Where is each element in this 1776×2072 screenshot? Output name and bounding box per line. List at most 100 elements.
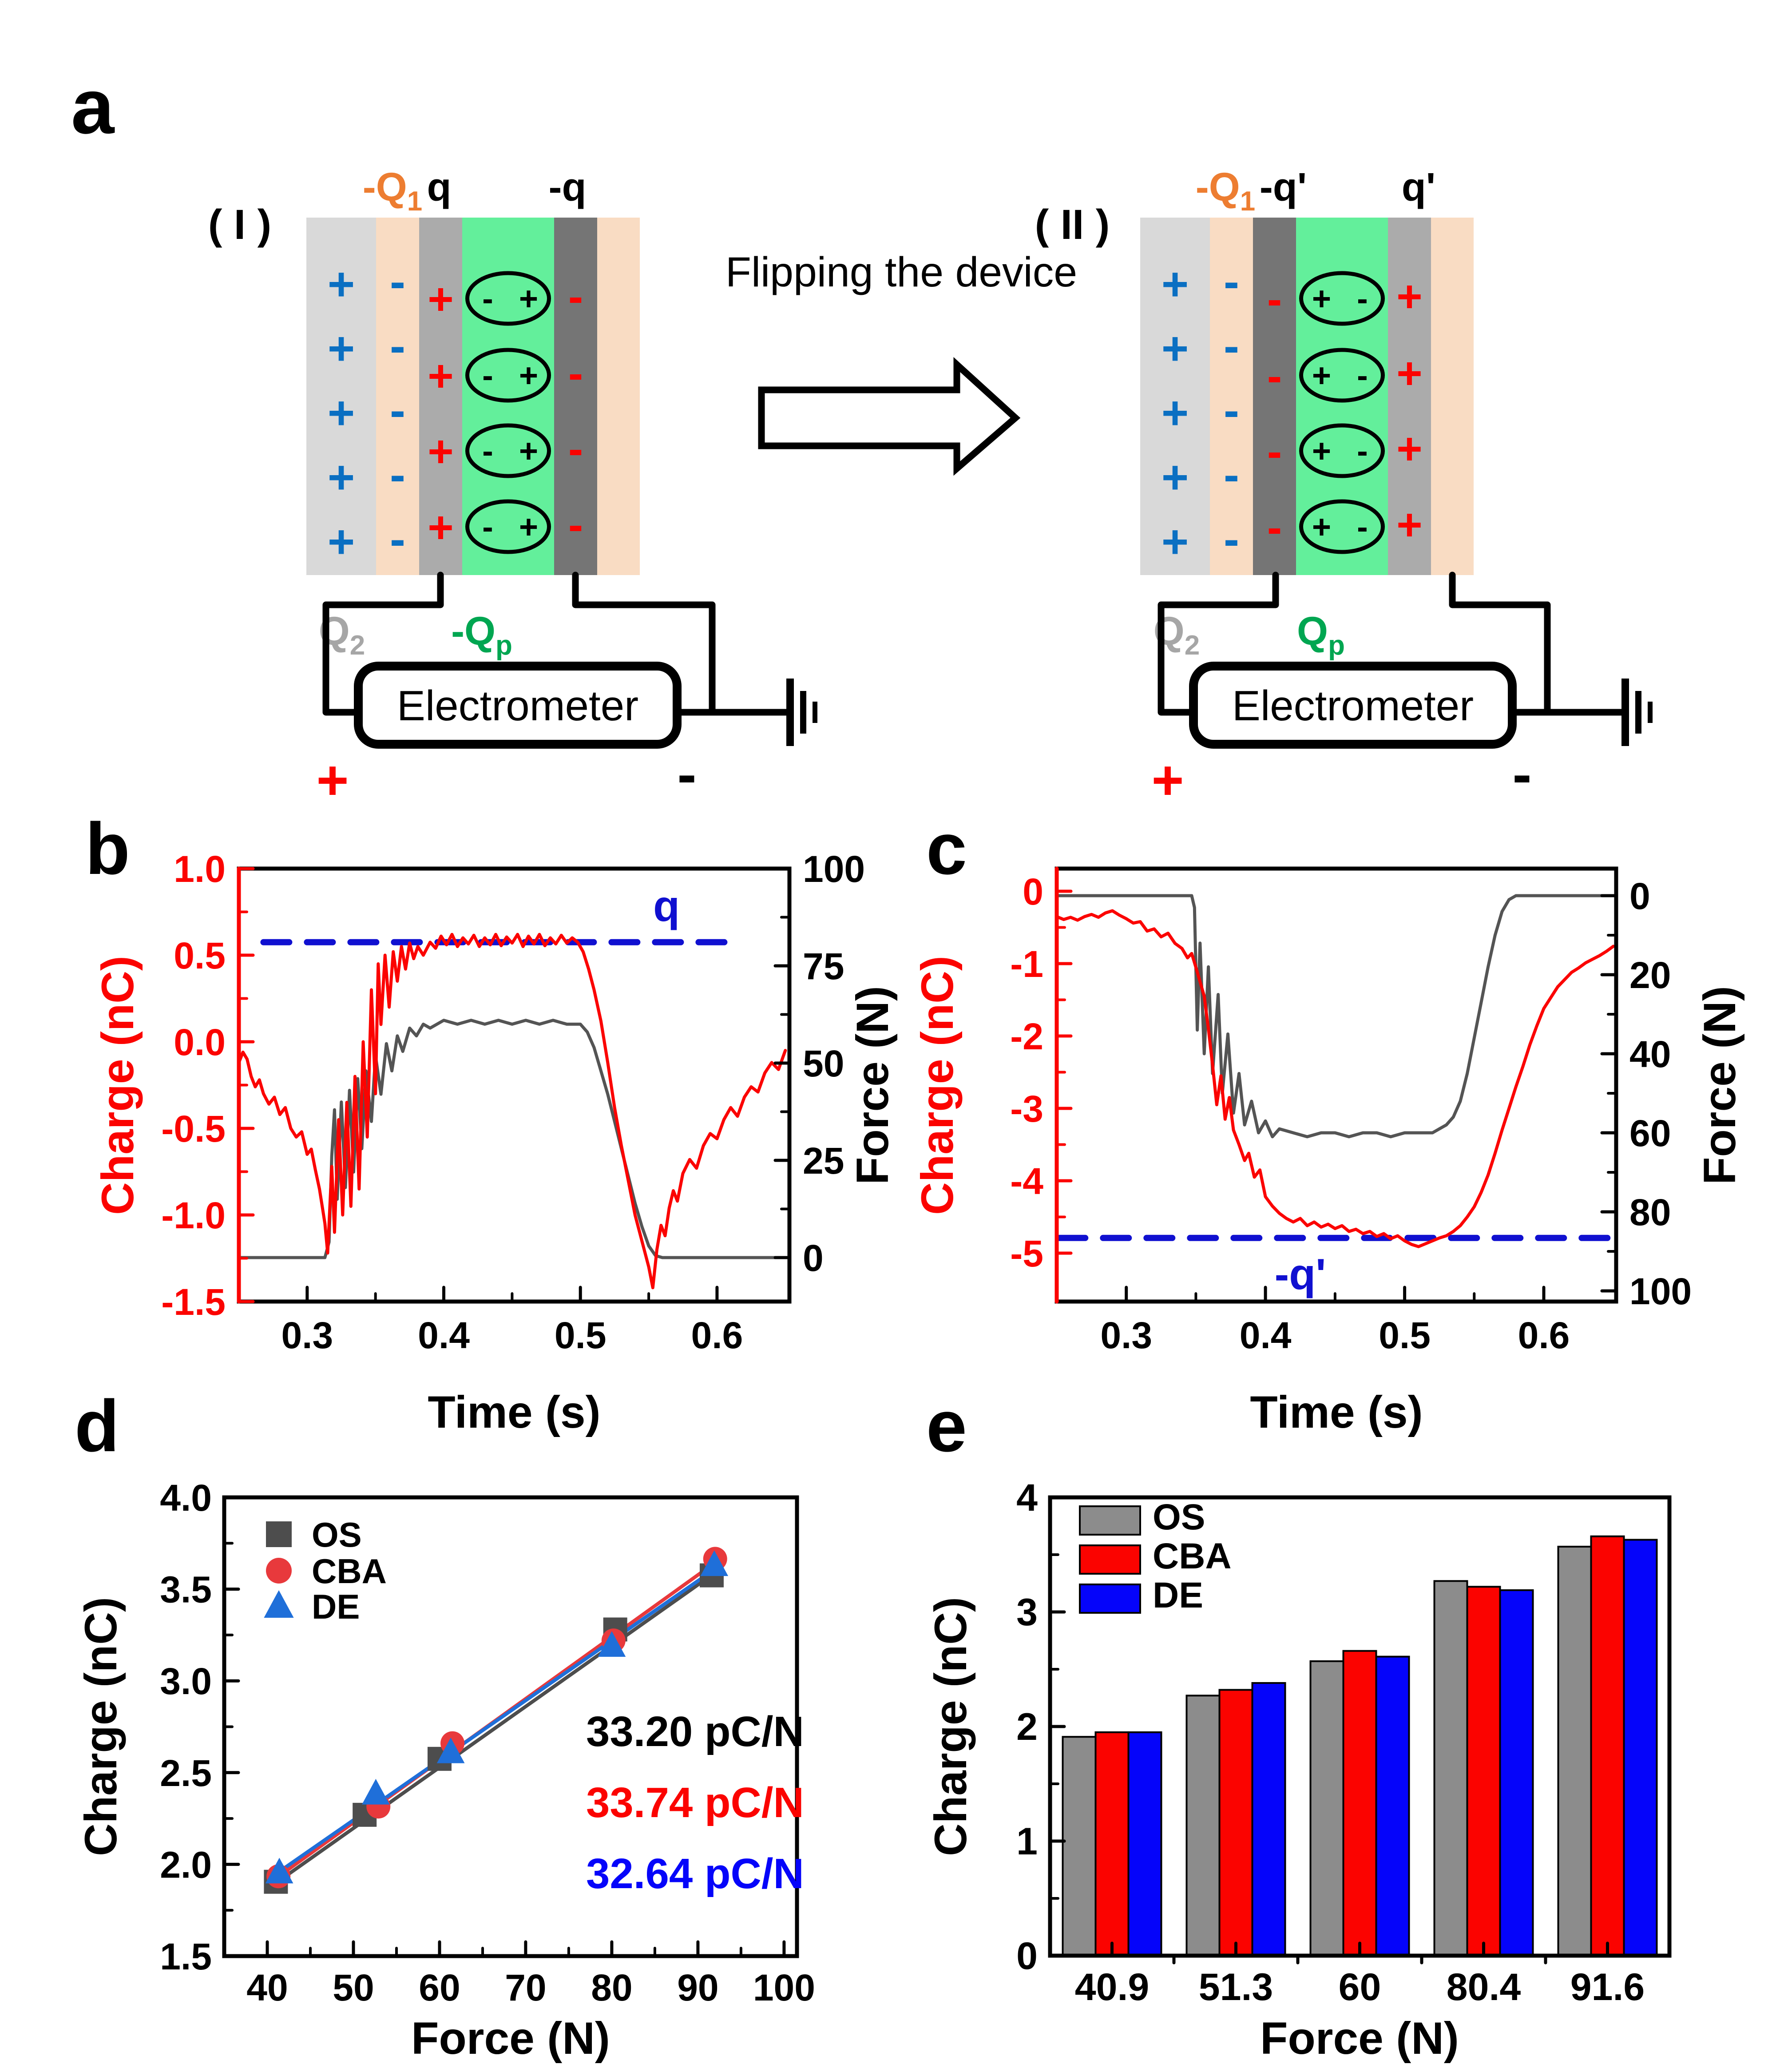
electrode-charge-label: -Qp <box>451 609 512 661</box>
charge-symbol: - <box>568 272 583 322</box>
x-tick-label: 80 <box>591 1967 632 2008</box>
bar-OS-40.9 <box>1062 1736 1097 1957</box>
dipole-charge: - <box>1357 508 1368 545</box>
x-category-label: 60 <box>1339 1966 1381 2008</box>
bar-OS-80.4 <box>1433 1580 1468 1957</box>
fit-line-OS <box>268 1569 720 1889</box>
ground-icon <box>1635 691 1641 734</box>
dipole-charge: + <box>519 280 538 317</box>
x-category-label: 91.6 <box>1570 1966 1645 2008</box>
b-ylabel-charge: Charge (nC) <box>92 956 143 1215</box>
right-tick-label: 100 <box>1629 1270 1692 1312</box>
charge-symbol: - <box>1267 274 1282 324</box>
device-layer-6 <box>1431 218 1474 575</box>
b-plot-area: q 1.0 0.5 0.0 -0.5 -1.0 -1.5 100 75 50 25 0 0.3 0.4 0.… <box>161 848 865 1356</box>
x-tick-label: 60 <box>419 1967 460 2008</box>
charge-symbol: - <box>1267 503 1282 552</box>
left-tick-label: -0.5 <box>161 1108 226 1150</box>
wire-left <box>322 572 444 716</box>
electrode-charge-label: q' <box>1402 165 1435 210</box>
e-ylabel: Charge (nC) <box>925 1597 976 1856</box>
c-ylabel-charge: Charge (nC) <box>912 956 963 1215</box>
dipole-charge: + <box>1312 357 1331 394</box>
panel-label-c: c <box>926 808 967 889</box>
bar-OS-60 <box>1309 1660 1344 1957</box>
x-tick-label: 0.3 <box>281 1314 333 1356</box>
x-tick-label: 100 <box>753 1967 815 2008</box>
right-tick-label: 0 <box>803 1237 824 1279</box>
left-tick-label: -1 <box>1010 943 1043 985</box>
legend-label-CBA: CBA <box>312 1552 387 1591</box>
legend-swatch-CBA <box>1079 1544 1141 1575</box>
dipole-charge: - <box>482 357 493 394</box>
left-tick-label: -3 <box>1010 1088 1043 1130</box>
data-point-square <box>266 1521 292 1547</box>
legend-label-CBA: CBA <box>1153 1536 1232 1576</box>
ground-icon <box>813 702 817 723</box>
fit-line-DE <box>268 1565 720 1880</box>
y-tick-label: 2.0 <box>160 1844 212 1885</box>
right-tick-label: 100 <box>803 848 865 890</box>
bar-CBA-51.3 <box>1218 1689 1253 1957</box>
charge-symbol: - <box>568 500 583 550</box>
right-tick-label: 25 <box>803 1140 844 1182</box>
c-ylabel-force: Force (N) <box>1694 986 1745 1185</box>
charge-symbol: + <box>1162 323 1189 375</box>
ground-icon <box>1648 702 1653 723</box>
y-tick-label: 2 <box>1016 1706 1038 1748</box>
charge-symbol: - <box>1267 351 1282 401</box>
electrode-charge-label: q <box>427 165 452 210</box>
ground-icon <box>1621 679 1629 746</box>
state-tag: ( II ) <box>1035 201 1110 248</box>
charge-symbol: - <box>390 385 405 437</box>
data-point-triangle <box>265 1858 293 1884</box>
dipole-ellipse <box>465 348 551 403</box>
charge-symbol: - <box>390 256 405 308</box>
x-tick-label: 0.4 <box>418 1314 470 1356</box>
left-tick-label: 1.0 <box>174 848 226 890</box>
charge-symbol: + <box>1396 272 1422 322</box>
e-xlabel: Force (N) <box>1260 2013 1459 2064</box>
slope-annotation: 33.74 pC/N <box>586 1779 804 1826</box>
charge-symbol: + <box>328 516 355 568</box>
y-tick-label: 1 <box>1016 1820 1038 1863</box>
electrode-charge-label: -q' <box>1260 165 1307 210</box>
charge-symbol: + <box>328 387 355 439</box>
terminal-plus: + <box>1152 750 1184 811</box>
y-tick-label: 4.0 <box>160 1477 212 1519</box>
device-layer-4 <box>462 218 554 575</box>
b-xlabel-time: Time (s) <box>428 1387 600 1437</box>
legend-label-DE: DE <box>1153 1575 1203 1616</box>
bar-OS-91.6 <box>1557 1545 1592 1957</box>
legend-label-OS: OS <box>1153 1497 1205 1537</box>
dipole-ellipse <box>1299 499 1385 554</box>
device-layer-5 <box>554 218 597 575</box>
plot-frame <box>237 866 792 1304</box>
bar-DE-40.9 <box>1127 1731 1162 1957</box>
slope-annotation: 32.64 pC/N <box>586 1850 804 1897</box>
x-category-label: 80.4 <box>1447 1966 1521 2008</box>
dipole-charge: + <box>1312 433 1331 469</box>
legend-label-OS: OS <box>312 1515 362 1554</box>
left-tick-label: -2 <box>1010 1016 1043 1057</box>
dipole-charge: + <box>1312 280 1331 317</box>
charge-curve <box>1055 909 1615 1248</box>
charge-symbol: - <box>390 320 405 372</box>
device-layer-5 <box>1388 218 1431 575</box>
x-category-label: 51.3 <box>1199 1966 1273 2008</box>
legend-swatch-DE <box>1079 1584 1141 1614</box>
charge-force-time-chart-2: Charge (nC) Force (N) Time (s) -q'0-1-2-… <box>912 866 1745 1437</box>
bar-CBA-40.9 <box>1094 1731 1130 1957</box>
bar-DE-91.6 <box>1623 1539 1658 1957</box>
legend-label-DE: DE <box>312 1587 360 1626</box>
x-tick-label: 0.6 <box>691 1314 743 1356</box>
x-tick-label: 50 <box>333 1967 374 2008</box>
data-point-circle <box>266 1558 292 1584</box>
electrometer-label-1: Electrometer <box>397 682 638 730</box>
x-category-label: 40.9 <box>1075 1966 1149 2008</box>
dipole-charge: - <box>482 280 493 317</box>
charge-symbol: + <box>1162 387 1189 439</box>
y-tick-label: 2.5 <box>160 1752 212 1794</box>
